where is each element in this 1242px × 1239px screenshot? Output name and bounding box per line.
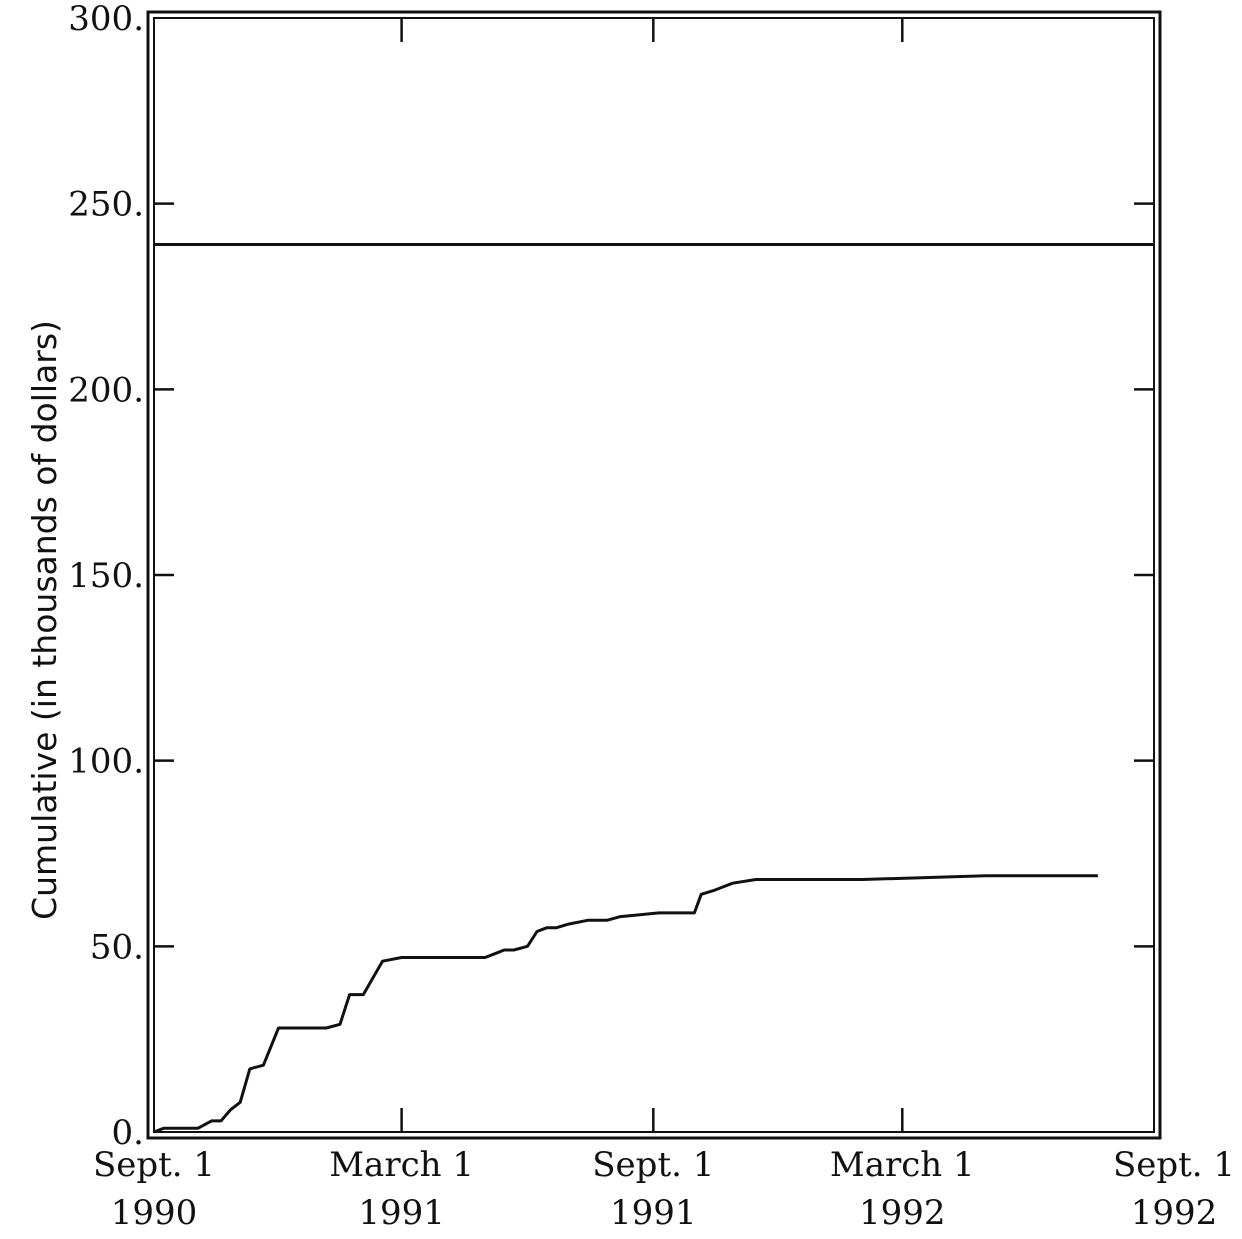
y-tick-label: 300. <box>68 0 144 39</box>
x-tick-label-year: 1992 <box>1131 1193 1218 1233</box>
ticks <box>154 18 1154 1132</box>
y-axis-title: Cumulative (in thousands of dollars) <box>25 320 64 920</box>
x-tick-label: Sept. 1 <box>93 1145 215 1185</box>
series-line <box>153 874 1098 1134</box>
x-tick-label: March 1 <box>830 1145 975 1185</box>
y-tick-label: 0. <box>112 1113 144 1153</box>
x-tick-label-year: 1990 <box>111 1193 198 1233</box>
y-tick-label: 100. <box>68 742 144 782</box>
x-tick-label: Sept. 1 <box>592 1145 714 1185</box>
plot-frame-inner <box>153 17 1155 1133</box>
x-tick-labels: Sept. 1 1990 March 1 1991 Sept. 1 1991 March 1… <box>93 1145 1235 1233</box>
y-tick-label: 50. <box>90 927 144 967</box>
y-tick-labels: 0. 50. 100. 150. 200. 250. 300. <box>68 0 144 1153</box>
x-tick-label-year: 1991 <box>358 1193 445 1233</box>
x-tick-label: March 1 <box>329 1145 474 1185</box>
x-tick-label: Sept. 1 <box>1113 1145 1235 1185</box>
y-tick-label: 200. <box>68 370 144 410</box>
y-tick-label: 150. <box>68 556 144 596</box>
plot-frame-outer <box>146 10 1162 1140</box>
x-tick-label-year: 1992 <box>859 1193 946 1233</box>
y-tick-label: 250. <box>68 185 144 225</box>
x-tick-label-year: 1991 <box>610 1193 697 1233</box>
